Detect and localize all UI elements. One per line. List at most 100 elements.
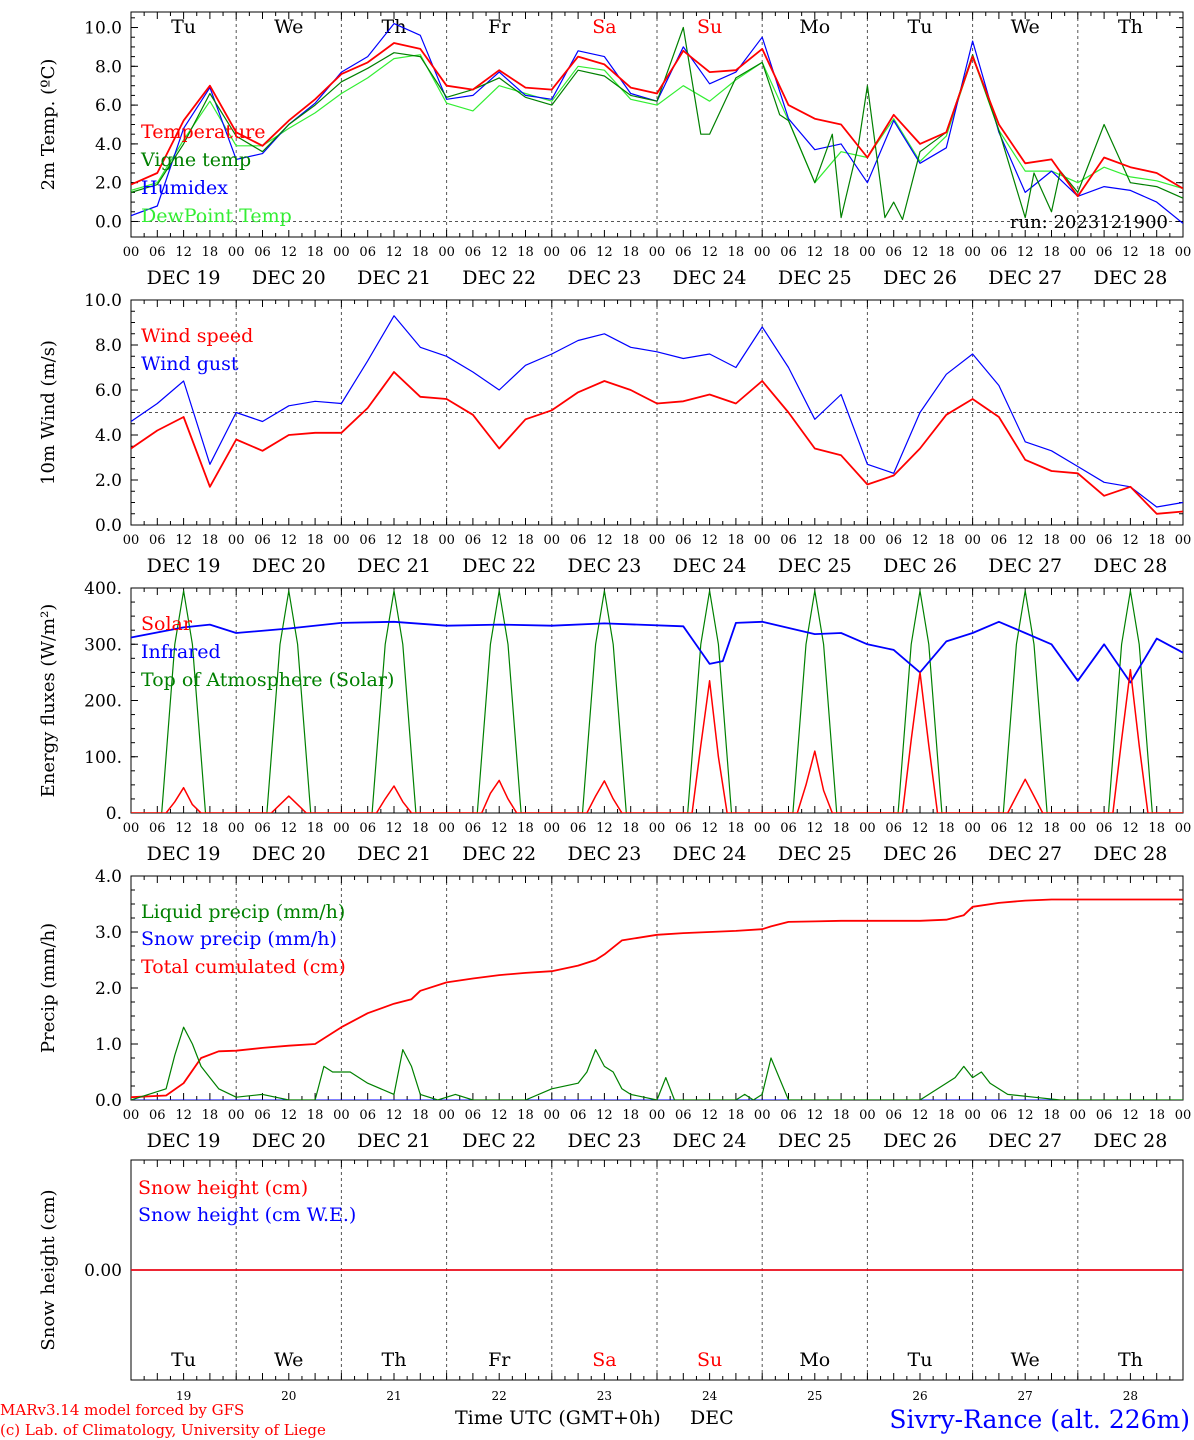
hour-label: 18 xyxy=(1148,821,1165,836)
hour-label: 06 xyxy=(570,821,587,836)
hour-label: 06 xyxy=(570,245,587,260)
hour-label: 12 xyxy=(175,245,192,260)
hour-label: 06 xyxy=(149,533,166,548)
hour-label: 00 xyxy=(544,821,561,836)
weekday-label: Fr xyxy=(488,1349,511,1371)
date-label: DEC 20 xyxy=(252,843,326,865)
y-axis-label: Snow height (cm) xyxy=(38,1189,59,1350)
hour-label: 18 xyxy=(938,533,955,548)
y-tick-label: 4.0 xyxy=(95,867,122,887)
hour-label: 12 xyxy=(807,1108,824,1123)
weekday-label: Sa xyxy=(592,1349,616,1371)
hour-label: 00 xyxy=(123,533,140,548)
hour-label: 12 xyxy=(912,821,929,836)
hour-label: 06 xyxy=(254,821,271,836)
model-credit: MARv3.14 model forced by GFS xyxy=(0,1401,244,1419)
hour-label: 18 xyxy=(833,821,850,836)
hour-label: 18 xyxy=(622,245,639,260)
hour-label: 06 xyxy=(1096,533,1113,548)
date-label: DEC 25 xyxy=(778,267,852,289)
weekday-label: Th xyxy=(1118,1349,1143,1371)
hour-label: 00 xyxy=(859,245,876,260)
date-label: DEC 27 xyxy=(988,1130,1062,1152)
hour-label: 12 xyxy=(281,821,298,836)
date-label: DEC 19 xyxy=(147,1130,221,1152)
hour-label: 18 xyxy=(622,821,639,836)
y-tick-label: 6.0 xyxy=(95,96,122,116)
weekday-label: We xyxy=(274,1349,303,1371)
hour-label: 06 xyxy=(780,821,797,836)
series-line-total-cumulated-cm xyxy=(131,898,1183,1099)
hour-label: 06 xyxy=(465,533,482,548)
y-tick-label: 6.0 xyxy=(95,381,122,401)
hour-label: 18 xyxy=(833,1108,850,1123)
date-label: DEC 25 xyxy=(778,1130,852,1152)
hour-label: 18 xyxy=(202,1108,219,1123)
hour-label: 18 xyxy=(622,1108,639,1123)
day-number-label: 24 xyxy=(702,1389,718,1403)
hour-label: 00 xyxy=(1070,1108,1087,1123)
hour-label: 12 xyxy=(596,245,613,260)
hour-label: 00 xyxy=(123,245,140,260)
hour-label: 18 xyxy=(517,533,534,548)
date-label: DEC 26 xyxy=(883,1130,957,1152)
series-line-temperature xyxy=(131,42,1183,198)
hour-label: 18 xyxy=(1043,821,1060,836)
hour-label: 00 xyxy=(1070,245,1087,260)
weekday-label: Th xyxy=(382,16,407,38)
date-label: DEC 22 xyxy=(462,555,536,577)
weekday-label: Su xyxy=(697,1349,722,1371)
hour-label: 18 xyxy=(307,1108,324,1123)
x-axis-label: Time UTC (GMT+0h) xyxy=(455,1407,661,1429)
hour-label: 12 xyxy=(175,533,192,548)
hour-label: 12 xyxy=(807,821,824,836)
date-label: DEC 28 xyxy=(1093,843,1167,865)
date-label: DEC 21 xyxy=(357,1130,431,1152)
hour-label: 18 xyxy=(517,245,534,260)
date-label: DEC 23 xyxy=(567,1130,641,1152)
date-label: DEC 21 xyxy=(357,267,431,289)
series-line-top-of-atmosphere-solar xyxy=(131,590,1183,813)
hour-label: 00 xyxy=(754,533,771,548)
panel-5: 0.00 Snow height (cm) Tu We Th Fr Sa Su Mo Tu We Th… xyxy=(38,1159,1184,1403)
hour-label: 18 xyxy=(1043,533,1060,548)
series-group xyxy=(131,898,1183,1100)
date-label: DEC 20 xyxy=(252,267,326,289)
hour-label: 06 xyxy=(991,533,1008,548)
hour-label: 12 xyxy=(807,533,824,548)
y-tick-label: 10.0 xyxy=(84,19,122,39)
hour-label: 12 xyxy=(596,821,613,836)
y-tick-label: 10.0 xyxy=(84,291,122,311)
legend-item: DewPoint Temp xyxy=(141,205,292,227)
series-line-wind-speed xyxy=(131,371,1183,515)
date-label: DEC 27 xyxy=(988,267,1062,289)
day-number-label: 26 xyxy=(912,1389,927,1403)
hour-label: 06 xyxy=(465,821,482,836)
hour-label: 18 xyxy=(728,533,745,548)
hour-label: 00 xyxy=(1175,1108,1192,1123)
hour-label: 00 xyxy=(544,245,561,260)
hour-label: 06 xyxy=(465,1108,482,1123)
hour-label: 00 xyxy=(438,1108,455,1123)
hour-label: 12 xyxy=(1122,245,1139,260)
y-tick-label: 2.0 xyxy=(95,979,122,999)
hour-label: 18 xyxy=(728,245,745,260)
hour-label: 18 xyxy=(412,245,429,260)
date-label: DEC 28 xyxy=(1093,1130,1167,1152)
hour-label: 12 xyxy=(386,533,403,548)
hour-label: 18 xyxy=(833,245,850,260)
weekday-label: Th xyxy=(1118,16,1143,38)
date-label: DEC 24 xyxy=(673,843,747,865)
hour-label: 00 xyxy=(754,1108,771,1123)
hour-label: 12 xyxy=(912,1108,929,1123)
run-label: run: 2023121900 xyxy=(1010,212,1168,233)
hour-label: 06 xyxy=(991,245,1008,260)
y-tick-label: 0.0 xyxy=(95,212,122,232)
hour-label: 12 xyxy=(1122,1108,1139,1123)
legend-item: Wind speed xyxy=(141,325,253,347)
hour-label: 18 xyxy=(728,821,745,836)
hour-label: 12 xyxy=(386,821,403,836)
date-label: DEC 28 xyxy=(1093,267,1167,289)
hour-label: 18 xyxy=(202,821,219,836)
